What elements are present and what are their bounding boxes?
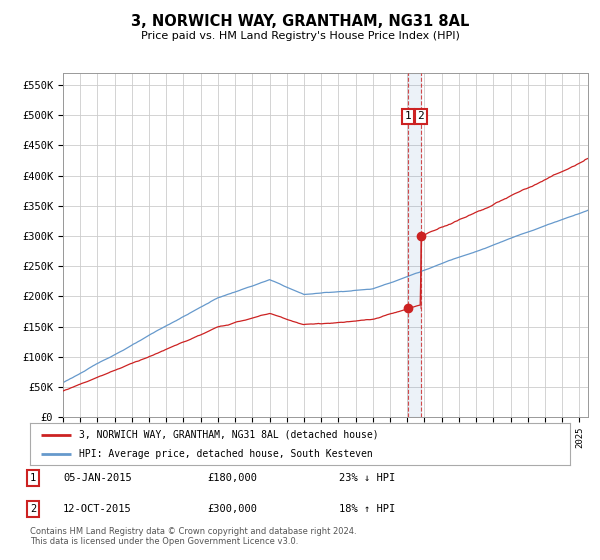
- Text: £300,000: £300,000: [207, 504, 257, 514]
- Text: Price paid vs. HM Land Registry's House Price Index (HPI): Price paid vs. HM Land Registry's House …: [140, 31, 460, 41]
- Text: 05-JAN-2015: 05-JAN-2015: [63, 473, 132, 483]
- Text: £180,000: £180,000: [207, 473, 257, 483]
- Text: 3, NORWICH WAY, GRANTHAM, NG31 8AL (detached house): 3, NORWICH WAY, GRANTHAM, NG31 8AL (deta…: [79, 430, 378, 440]
- Bar: [408, 73, 421, 417]
- Text: HPI: Average price, detached house, South Kesteven: HPI: Average price, detached house, Sout…: [79, 449, 373, 459]
- Text: 23% ↓ HPI: 23% ↓ HPI: [339, 473, 395, 483]
- Text: Contains HM Land Registry data © Crown copyright and database right 2024.
This d: Contains HM Land Registry data © Crown c…: [30, 526, 356, 546]
- Text: 2: 2: [418, 111, 424, 122]
- Text: 1: 1: [404, 111, 412, 122]
- Text: 2: 2: [30, 504, 36, 514]
- Text: 3, NORWICH WAY, GRANTHAM, NG31 8AL: 3, NORWICH WAY, GRANTHAM, NG31 8AL: [131, 14, 469, 29]
- Text: 18% ↑ HPI: 18% ↑ HPI: [339, 504, 395, 514]
- Text: 12-OCT-2015: 12-OCT-2015: [63, 504, 132, 514]
- Text: 1: 1: [30, 473, 36, 483]
